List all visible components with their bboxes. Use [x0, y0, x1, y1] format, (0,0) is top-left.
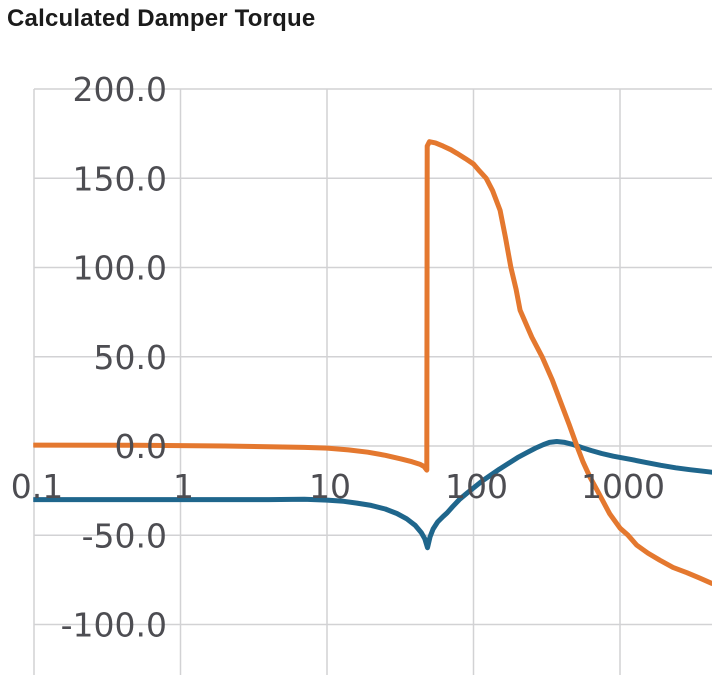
- y-tick-label: -100.0: [61, 606, 167, 645]
- y-tick-label: 150.0: [73, 159, 167, 198]
- x-tick-label: 100: [445, 467, 508, 506]
- y-tick-label: -50.0: [82, 516, 167, 555]
- gridlines: [33, 88, 712, 675]
- y-tick-label: 100.0: [73, 249, 167, 288]
- chart-title: Calculated Damper Torque: [7, 5, 316, 32]
- y-tick-label: 0.0: [115, 427, 167, 466]
- y-tick-label: 200.0: [73, 70, 167, 109]
- x-tick-label: 0.1: [11, 467, 63, 506]
- x-tick-label: 10: [309, 467, 351, 506]
- tick-labels: 200.0 150.0 100.0 50.0 0.0 -50.0 -100.0 0.1 1 10 1…: [11, 70, 665, 645]
- x-tick-label: 1: [173, 467, 194, 506]
- damper-torque-blue: [33, 439, 712, 551]
- damper-torque-orange: [33, 139, 712, 586]
- y-tick-label: 50.0: [94, 338, 167, 377]
- series-group: [33, 139, 712, 586]
- x-tick-label: 1000: [581, 467, 665, 506]
